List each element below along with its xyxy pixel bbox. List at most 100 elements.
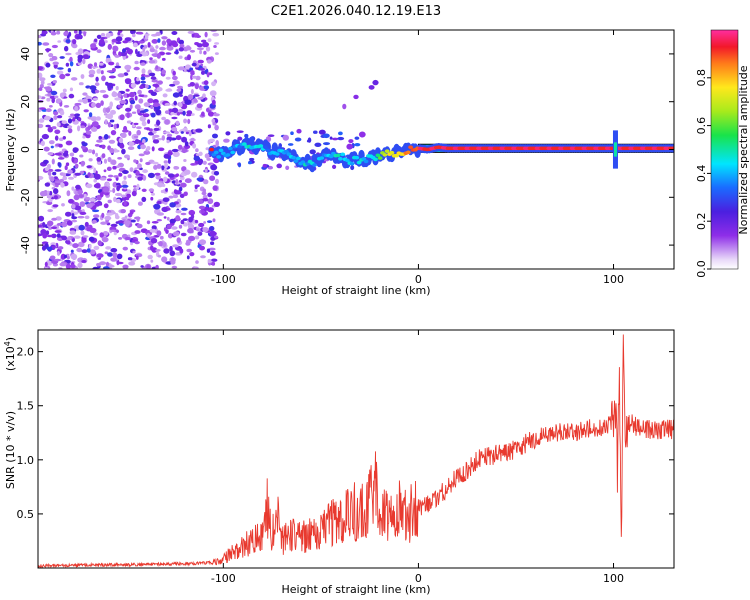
spectrogram-cell [62, 88, 67, 93]
spectrogram-cell [203, 50, 207, 55]
spectrogram-cell [101, 212, 105, 219]
spectrogram-cell [136, 216, 140, 222]
spectrogram-cell [50, 176, 55, 182]
spectrogram-cell [62, 176, 68, 181]
spectrogram-cell [183, 169, 191, 175]
spectrogram-cell [332, 137, 339, 141]
spectrogram-cell [54, 230, 62, 233]
spectrogram-cell [346, 143, 353, 150]
spectrogram-cell [159, 235, 164, 240]
carrier-point [405, 150, 411, 155]
spectrogram-cell [116, 253, 123, 260]
spectrogram-cell [152, 130, 157, 134]
spectrogram-cell [119, 143, 125, 149]
spectrogram-cell [107, 121, 112, 128]
spectrogram-cell [119, 52, 127, 57]
spectrogram-cell [65, 52, 72, 56]
spectrogram-cell [50, 74, 56, 79]
spectrogram-cell [118, 137, 124, 144]
carrier-point [375, 153, 381, 158]
spectrogram-cell [66, 255, 70, 260]
spectrogram-cell [198, 205, 206, 210]
spectrogram-cell [56, 70, 64, 75]
spectrogram-cell [85, 130, 92, 135]
spectrogram-cell [211, 99, 216, 106]
spectrogram-cell [52, 61, 59, 66]
spectrogram-cell [117, 73, 125, 78]
spectrogram-cell [114, 97, 122, 101]
spectrogram-cell [103, 158, 108, 164]
spectrogram-cell [127, 257, 133, 261]
spectrogram-cell [89, 85, 97, 91]
spectrogram-cell [108, 75, 116, 79]
spectrogram-cell [137, 31, 144, 35]
spectrogram-cell [133, 159, 137, 163]
figure-title: C2E1.2026.040.12.19.E13 [271, 4, 441, 19]
spectrogram-cell [187, 54, 191, 61]
spectrogram-cell [196, 43, 203, 48]
carrier-point [382, 153, 388, 157]
spectrogram-cell [187, 227, 194, 234]
spectrogram-cell [171, 107, 179, 114]
spectrogram-cell [155, 31, 161, 37]
snr-x-tick-label: 0 [415, 572, 422, 585]
spectrogram-cell [117, 157, 122, 160]
spectrogram-cell [150, 76, 157, 80]
spectrogram-cell [55, 98, 62, 104]
spectrogram-cell [45, 167, 49, 172]
spectrogram-cell [193, 98, 198, 103]
spectrogram-cell [45, 124, 51, 128]
spectrogram-cell [133, 66, 140, 71]
spectrogram-cell [143, 108, 149, 112]
spectrogram-noise [38, 30, 379, 269]
spectrogram-cell [209, 175, 216, 181]
spectrogram-cell [59, 262, 67, 267]
spectrogram-cell [126, 189, 132, 194]
carrier-point [295, 156, 301, 161]
spectrogram-cell [123, 200, 127, 206]
spectrogram-cell [59, 92, 65, 98]
spectrogram-cell [59, 73, 66, 80]
spectrogram-cell [117, 31, 121, 36]
spectrogram-cell [348, 139, 354, 144]
spectrogram-cell [92, 266, 99, 269]
spectrogram-cell [182, 110, 186, 116]
spectrogram-cell [65, 211, 72, 217]
spectrogram-cell [78, 224, 85, 231]
spectrogram-cell [99, 232, 104, 238]
spectrogram-cell [95, 116, 101, 121]
spectrogram-cell [50, 145, 54, 149]
spectrogram-cell [65, 39, 71, 43]
spectrogram-cell [195, 128, 203, 133]
spectrogram-cell [173, 189, 178, 194]
spectrogram-cell [175, 120, 180, 126]
spectrogram-cell [165, 52, 172, 55]
colorbar-gradient [710, 29, 739, 270]
spectrogram-cell [101, 75, 106, 82]
spectrogram-cell [115, 36, 123, 42]
spectrogram-cell [89, 249, 96, 255]
spectrogram-cell [74, 205, 82, 211]
spectrogram-cell [123, 220, 131, 226]
spectrogram-cell [63, 31, 69, 37]
spectrogram-cell [74, 172, 81, 176]
spectrogram-cell [58, 143, 63, 148]
spectrogram-cell [70, 249, 74, 253]
spectrogram-cell [180, 219, 185, 225]
spectrogram-cell [57, 40, 62, 43]
spectrogram-cell [51, 56, 58, 61]
spectrogram-cell [191, 32, 195, 38]
spectrogram-cell [122, 264, 129, 269]
spectrogram-cell [175, 135, 182, 141]
spectrogram-cell [161, 69, 167, 75]
spectrogram-cell [115, 198, 121, 204]
spectrogram-cell [165, 187, 168, 192]
spectrogram-cell [105, 107, 111, 113]
spectrogram-cell [77, 48, 84, 55]
spectrogram-cell [190, 88, 194, 95]
spectrogram-cell [67, 128, 73, 134]
spectrogram-cell [140, 62, 146, 66]
spectrogram-cell [124, 154, 130, 159]
spectrogram-cell [146, 127, 151, 131]
spectrogram-cell [171, 127, 178, 132]
